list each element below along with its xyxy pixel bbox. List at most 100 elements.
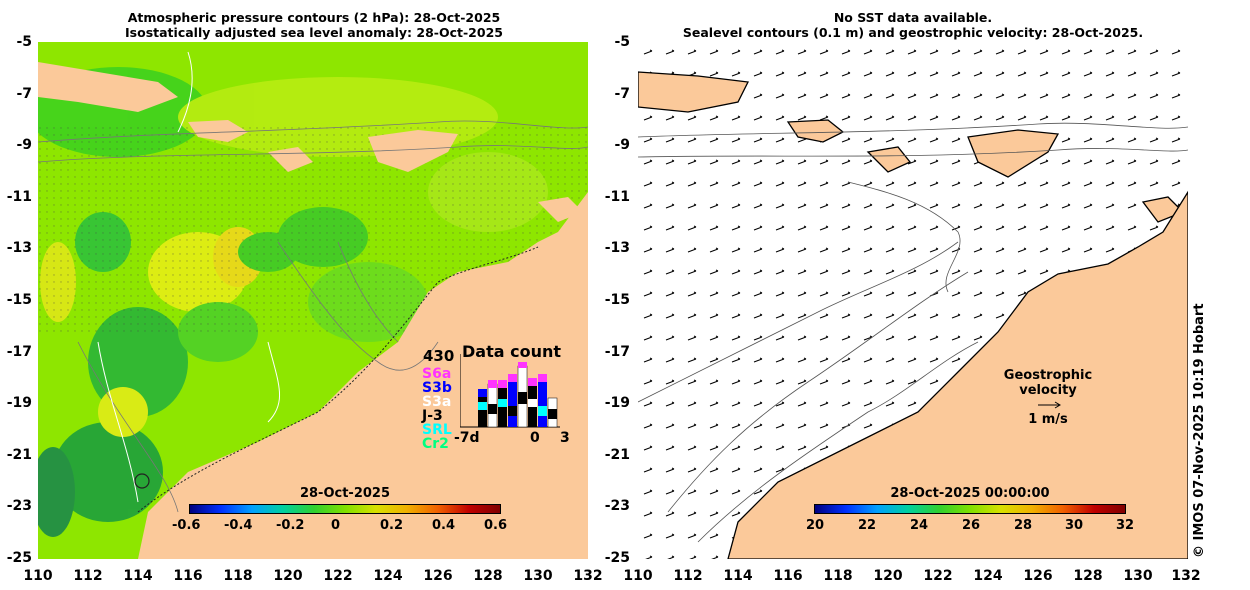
x-tick: 126 bbox=[423, 568, 453, 584]
right-colorbar-tick: 26 bbox=[962, 518, 981, 533]
sea-level-contours-right bbox=[638, 122, 1188, 543]
imos-credit: © IMOS 07-Nov-2025 10:19 Hobart bbox=[1192, 303, 1207, 558]
right-colorbar-tick: 20 bbox=[806, 518, 825, 533]
y-tick: -9 bbox=[614, 137, 630, 153]
x-tick: 116 bbox=[173, 568, 203, 584]
coast-dotted-line bbox=[137, 246, 539, 513]
right-map-panel: Geostrophic velocity 1 m/s bbox=[638, 42, 1188, 559]
data-count-x-start: -7d bbox=[454, 430, 480, 446]
left-colorbar-tick: 0.4 bbox=[432, 518, 456, 533]
x-tick: 126 bbox=[1023, 568, 1053, 584]
y-tick: -23 bbox=[6, 498, 32, 514]
right-colorbar-tick: 30 bbox=[1065, 518, 1084, 533]
y-tick: -21 bbox=[604, 447, 630, 463]
x-tick: 120 bbox=[273, 568, 303, 584]
x-tick: 122 bbox=[323, 568, 353, 584]
right-colorbar-tick: 32 bbox=[1116, 518, 1135, 533]
left-colorbar-gradient bbox=[189, 504, 501, 514]
data-count-histogram bbox=[460, 354, 560, 428]
data-count-x-zero: 0 bbox=[530, 430, 540, 446]
right-title-line1: No SST data available. bbox=[833, 10, 993, 25]
x-tick: 110 bbox=[23, 568, 53, 584]
y-tick: -11 bbox=[6, 189, 32, 205]
left-title-line2: Isostatically adjusted sea level anomaly… bbox=[125, 25, 503, 40]
right-title-line2: Sealevel contours (0.1 m) and geostrophi… bbox=[682, 25, 1144, 40]
velocity-legend: Geostrophic velocity 1 m/s bbox=[973, 368, 1123, 427]
mission-label-s3b: S3b bbox=[422, 380, 452, 396]
y-tick: -19 bbox=[6, 395, 32, 411]
x-tick: 128 bbox=[473, 568, 503, 584]
left-map-panel bbox=[38, 42, 588, 559]
right-colorbar-gradient bbox=[814, 504, 1126, 514]
right-colorbar-tick: 28 bbox=[1014, 518, 1033, 533]
data-count-max: 430 bbox=[423, 347, 455, 365]
y-tick: -7 bbox=[16, 86, 32, 102]
y-tick: -19 bbox=[604, 395, 630, 411]
geostrophic-velocity-map bbox=[638, 42, 1188, 559]
data-count-x-end: 3 bbox=[560, 430, 570, 446]
data-count-inset: 430 Data count S6a S3b S3a J-3 SRL Cr2 -… bbox=[420, 340, 580, 451]
x-tick: 114 bbox=[723, 568, 753, 584]
y-tick: -15 bbox=[6, 292, 32, 308]
x-tick: 114 bbox=[123, 568, 153, 584]
left-colorbar: 28-Oct-2025 -0.6 -0.4 -0.2 0 0.2 0.4 0.6 bbox=[172, 486, 510, 540]
left-title: Atmospheric pressure contours (2 hPa): 2… bbox=[40, 10, 588, 40]
right-colorbar-tick: 24 bbox=[910, 518, 929, 533]
y-tick: -7 bbox=[614, 86, 630, 102]
left-colorbar-tick: -0.6 bbox=[172, 518, 201, 533]
pressure-contours bbox=[38, 120, 588, 513]
left-colorbar-date: 28-Oct-2025 bbox=[299, 486, 391, 501]
sea-level-anomaly-map bbox=[38, 42, 588, 559]
x-tick: 118 bbox=[223, 568, 253, 584]
mission-label-cr2: Cr2 bbox=[422, 436, 449, 452]
velocity-legend-scale: 1 m/s bbox=[1028, 412, 1068, 427]
left-colorbar-tick: 0.2 bbox=[380, 518, 404, 533]
y-tick: -5 bbox=[614, 34, 630, 50]
right-colorbar-tick: 22 bbox=[858, 518, 877, 533]
y-tick: -15 bbox=[604, 292, 630, 308]
x-tick: 118 bbox=[823, 568, 853, 584]
x-tick: 112 bbox=[73, 568, 103, 584]
right-colorbar: 28-Oct-2025 00:00:00 20 22 24 26 28 30 3… bbox=[805, 486, 1135, 540]
y-tick: -25 bbox=[604, 550, 630, 566]
right-title: No SST data available. Sealevel contours… bbox=[638, 10, 1188, 40]
velocity-legend-title: Geostrophic velocity bbox=[1003, 368, 1093, 398]
x-tick: 130 bbox=[1123, 568, 1153, 584]
x-tick: 110 bbox=[623, 568, 653, 584]
x-tick: 120 bbox=[873, 568, 903, 584]
histogram-bars bbox=[478, 362, 558, 428]
right-colorbar-date: 28-Oct-2025 00:00:00 bbox=[890, 486, 1050, 501]
sea-level-contours bbox=[97, 51, 281, 503]
left-colorbar-tick: 0.6 bbox=[484, 518, 508, 533]
x-tick: 122 bbox=[923, 568, 953, 584]
y-tick: -25 bbox=[6, 550, 32, 566]
data-count-legend: S6a S3b S3a J-3 SRL Cr2 bbox=[422, 367, 452, 451]
left-colorbar-tick: 0 bbox=[331, 518, 341, 533]
y-tick: -17 bbox=[6, 344, 32, 360]
x-tick: 130 bbox=[523, 568, 553, 584]
mission-label-srl: SRL bbox=[422, 422, 452, 438]
station-marker bbox=[134, 473, 150, 489]
x-tick: 112 bbox=[673, 568, 703, 584]
mission-label-s3a: S3a bbox=[422, 394, 452, 410]
y-tick: -11 bbox=[604, 189, 630, 205]
x-tick: 128 bbox=[1073, 568, 1103, 584]
left-title-line1: Atmospheric pressure contours (2 hPa): 2… bbox=[127, 10, 501, 25]
y-tick: -13 bbox=[6, 240, 32, 256]
data-count-title: Data count bbox=[462, 342, 561, 361]
y-tick: -21 bbox=[6, 447, 32, 463]
left-colorbar-tick: -0.4 bbox=[224, 518, 253, 533]
x-tick: 124 bbox=[373, 568, 403, 584]
y-tick: -9 bbox=[16, 137, 32, 153]
y-tick: -5 bbox=[16, 34, 32, 50]
y-tick: -13 bbox=[604, 240, 630, 256]
velocity-scale-arrow bbox=[1038, 401, 1061, 409]
mission-label-s6a: S6a bbox=[422, 366, 452, 382]
land-masses-right bbox=[638, 71, 1188, 559]
x-tick: 116 bbox=[773, 568, 803, 584]
mission-label-j3: J-3 bbox=[422, 408, 443, 424]
y-tick: -17 bbox=[604, 344, 630, 360]
left-colorbar-tick: -0.2 bbox=[276, 518, 305, 533]
land-masses bbox=[38, 62, 588, 559]
x-tick: 132 bbox=[573, 568, 603, 584]
